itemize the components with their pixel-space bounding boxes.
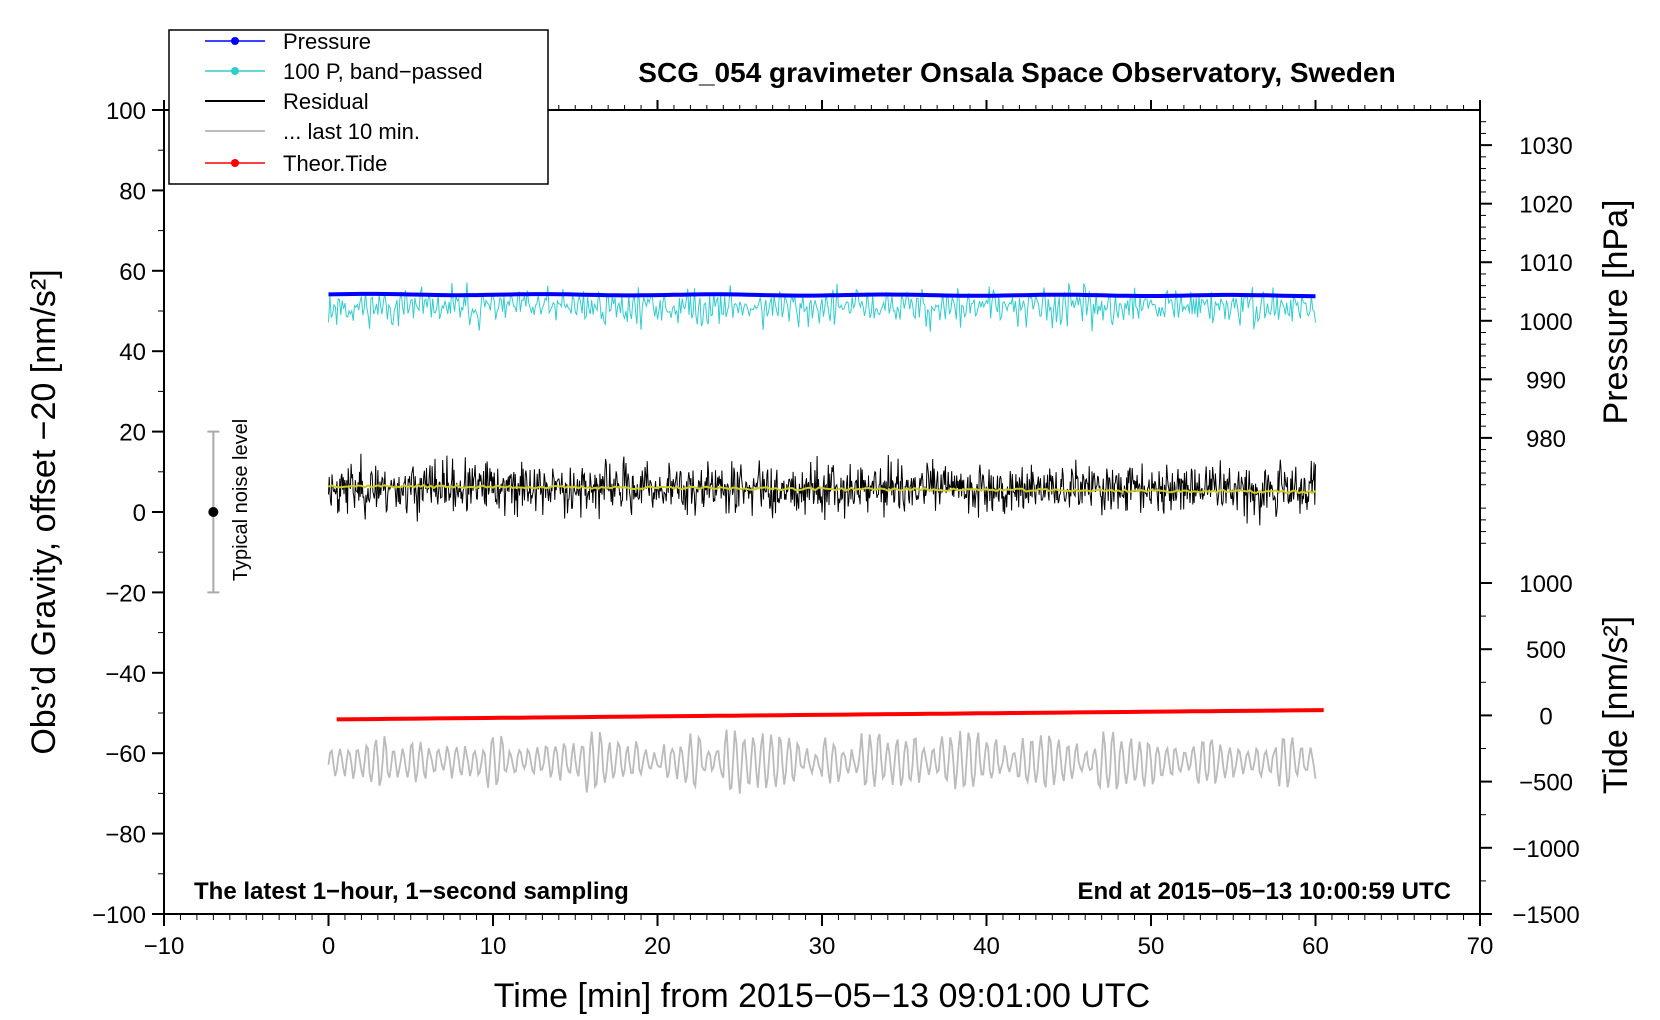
legend-marker-pressure — [231, 37, 239, 45]
x-tick-label: 10 — [480, 933, 507, 960]
y-tick-label: −40 — [105, 661, 146, 688]
pressure-tick-label: 980 — [1526, 426, 1566, 453]
x-tick-label: 30 — [809, 933, 836, 960]
legend-marker-tide — [231, 159, 239, 167]
x-tick-label: 40 — [973, 933, 1000, 960]
tide-tick-label: 0 — [1539, 703, 1552, 730]
x-axis-title: Time [min] from 2015−05−13 09:01:00 UTC — [494, 977, 1150, 1015]
series-residual-smoothed-line — [328, 483, 1316, 495]
tide-tick-label: −500 — [1519, 770, 1573, 797]
pressure-tick-label: 1020 — [1519, 192, 1572, 219]
x-tick-label: 70 — [1467, 933, 1494, 960]
y-axis-title-pressure: Pressure [hPa] — [1597, 200, 1635, 425]
y-tick-label: −20 — [105, 580, 146, 607]
legend-box — [168, 29, 549, 185]
x-tick-label: 50 — [1138, 933, 1165, 960]
series-layer — [327, 282, 1324, 794]
legend-label-tide: Theor.Tide — [283, 151, 387, 176]
series-bandpassed-line — [328, 282, 1316, 332]
series-last10-line — [327, 729, 1317, 794]
y-tick-label: −80 — [105, 822, 146, 849]
legend-label-residual: Residual — [283, 89, 369, 114]
legend-label-pressure: Pressure — [283, 29, 371, 54]
y-tick-label: −60 — [105, 741, 146, 768]
y-axis-ticks: −100 −80 −60 −40 −20 0 20 40 60 80 100 — [92, 98, 164, 929]
pressure-tick-label: 1030 — [1519, 133, 1572, 160]
annotation-sampling: The latest 1−hour, 1−second sampling — [194, 878, 629, 905]
pressure-tick-label: 1000 — [1519, 309, 1572, 336]
y-tick-label: −100 — [92, 902, 146, 929]
noise-level-indicator: Typical noise level — [207, 419, 252, 594]
noise-label: Typical noise level — [230, 419, 252, 581]
pressure-tick-label: 990 — [1526, 367, 1566, 394]
y-axis-title-tide: Tide [nm/s²] — [1597, 616, 1635, 794]
legend-marker-bandpassed — [231, 67, 239, 75]
y-tick-label: 80 — [119, 178, 146, 205]
series-residual-line — [328, 453, 1316, 526]
legend: Pressure 100 P, band−passed Residual ...… — [168, 29, 549, 185]
x-axis-ticks: −10 0 10 20 30 40 50 60 70 — [144, 100, 1494, 960]
series-pressure-line — [328, 291, 1316, 299]
tide-tick-label: −1000 — [1512, 836, 1579, 863]
x-tick-label: −10 — [144, 933, 185, 960]
y-tick-label: 0 — [133, 500, 146, 527]
annotation-end-time: End at 2015−05−13 10:00:59 UTC — [1077, 878, 1451, 905]
y-tick-label: 20 — [119, 420, 146, 447]
pressure-axis-ticks: 980 990 1000 1010 1020 1030 — [1480, 121, 1573, 544]
tide-axis-ticks: −1500 −1000 −500 0 500 1000 — [1480, 571, 1580, 929]
y-tick-label: 100 — [106, 98, 146, 125]
pressure-tick-label: 1010 — [1519, 250, 1572, 277]
x-tick-label: 0 — [322, 933, 335, 960]
tide-tick-label: −1500 — [1512, 902, 1579, 929]
x-tick-label: 20 — [644, 933, 671, 960]
legend-label-bandpassed: 100 P, band−passed — [283, 59, 483, 84]
x-tick-label: 60 — [1302, 933, 1329, 960]
chart-title: SCG_054 gravimeter Onsala Space Observat… — [638, 57, 1395, 88]
y-tick-label: 40 — [119, 339, 146, 366]
y-axis-title-left: Obs’d Gravity, offset −20 [nm/s²] — [25, 269, 63, 754]
tide-tick-label: 1000 — [1519, 571, 1572, 598]
series-tide-line — [336, 708, 1324, 722]
legend-label-last10: ... last 10 min. — [283, 119, 420, 144]
noise-center-dot — [208, 507, 219, 517]
y-tick-label: 60 — [119, 259, 146, 286]
tide-tick-label: 500 — [1526, 637, 1566, 664]
